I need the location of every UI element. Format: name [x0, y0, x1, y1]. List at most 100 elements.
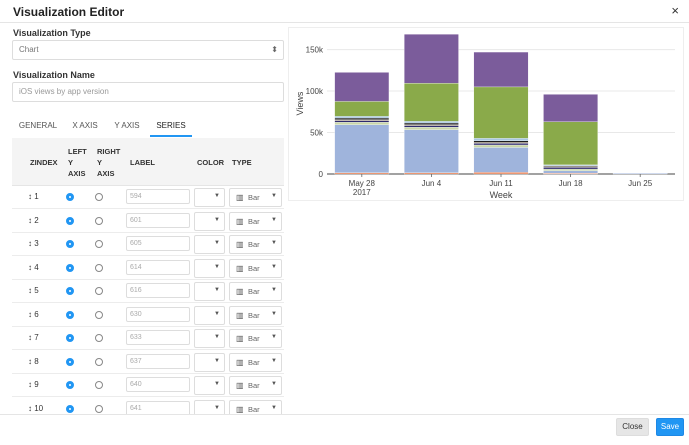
tab-y-axis[interactable]: Y AXIS — [114, 121, 140, 130]
left-axis-radio[interactable] — [66, 334, 74, 342]
color-select[interactable]: ▼ — [194, 258, 225, 278]
color-select[interactable]: ▼ — [194, 352, 225, 372]
color-select[interactable]: ▼ — [194, 329, 225, 348]
right-axis-radio[interactable] — [95, 240, 103, 248]
type-select[interactable]: Chart ⬍ — [12, 40, 284, 60]
zindex-cell[interactable]: ↕ 7 — [28, 333, 39, 342]
bar-chart-icon: ▥ — [236, 381, 244, 390]
series-label-input[interactable]: 605 — [126, 236, 190, 251]
series-label-input[interactable]: 640 — [126, 377, 190, 392]
chevron-down-icon: ▼ — [214, 404, 220, 411]
type-select[interactable]: ▥ Bar ▼ — [229, 188, 282, 207]
series-label-input[interactable]: 637 — [126, 353, 190, 369]
bar-segment — [543, 167, 598, 170]
series-label-input[interactable]: 616 — [126, 283, 190, 298]
type-select[interactable]: ▥ Bar ▼ — [229, 352, 282, 372]
name-input[interactable]: iOS views by app version — [12, 82, 284, 102]
header-label: LABEL — [130, 158, 155, 167]
drag-handle-icon[interactable]: ↕ — [28, 215, 32, 225]
header-color: COLOR — [197, 158, 225, 167]
drag-handle-icon[interactable]: ↕ — [28, 333, 32, 342]
tab-x-axis[interactable]: X AXIS — [72, 121, 98, 130]
close-icon[interactable]: × — [671, 3, 679, 18]
drag-handle-icon[interactable]: ↕ — [28, 262, 32, 272]
left-axis-radio[interactable] — [66, 381, 74, 389]
series-label-input[interactable]: 633 — [126, 330, 190, 345]
left-axis-radio[interactable] — [66, 240, 74, 248]
drag-handle-icon[interactable]: ↕ — [28, 403, 32, 413]
bar-chart-icon: ▥ — [236, 216, 244, 226]
left-axis-radio[interactable] — [66, 357, 74, 366]
bar-segment — [473, 138, 529, 141]
zindex-cell[interactable]: ↕ 6 — [28, 309, 39, 319]
zindex-cell[interactable]: ↕ 2 — [28, 215, 39, 225]
left-axis-radio[interactable] — [66, 287, 74, 295]
right-axis-radio[interactable] — [95, 357, 103, 366]
left-axis-radio[interactable] — [66, 193, 74, 201]
y-tick-label: 150k — [306, 46, 324, 55]
type-select[interactable]: ▥ Bar ▼ — [229, 282, 282, 301]
type-select[interactable]: ▥ Bar ▼ — [229, 329, 282, 348]
save-button[interactable]: Save — [656, 418, 684, 436]
zindex-cell[interactable]: ↕ 5 — [28, 286, 39, 295]
zindex-cell[interactable]: ↕ 3 — [28, 239, 39, 248]
right-axis-radio[interactable] — [95, 263, 103, 272]
color-select[interactable]: ▼ — [194, 399, 225, 414]
color-select[interactable]: ▼ — [194, 235, 225, 254]
chevron-down-icon: ▼ — [214, 310, 220, 317]
color-select[interactable]: ▼ — [194, 211, 225, 231]
tab-series[interactable]: SERIES — [150, 117, 192, 137]
type-select[interactable]: ▥ Bar ▼ — [229, 305, 282, 325]
bar-segment — [334, 120, 390, 123]
series-label-input[interactable]: 594 — [126, 189, 190, 204]
zindex-cell[interactable]: ↕ 1 — [28, 192, 39, 201]
header-type: TYPE — [232, 158, 252, 167]
right-axis-radio[interactable] — [95, 216, 103, 225]
chevron-down-icon: ▼ — [214, 263, 220, 270]
zindex-cell[interactable]: ↕ 10 — [28, 403, 44, 413]
zindex-cell[interactable]: ↕ 9 — [28, 380, 39, 389]
series-label-input[interactable]: 614 — [126, 259, 190, 275]
table-row: ↕ 5 616 ▼ ▥ Bar ▼ — [12, 280, 284, 303]
color-select[interactable]: ▼ — [194, 305, 225, 325]
right-axis-radio[interactable] — [95, 381, 103, 389]
right-axis-radio[interactable] — [95, 310, 103, 319]
drag-handle-icon[interactable]: ↕ — [28, 192, 32, 201]
x-axis-title: Week — [490, 190, 513, 200]
chevron-down-icon: ▼ — [271, 357, 277, 364]
series-label-input[interactable]: 630 — [126, 306, 190, 322]
type-select[interactable]: ▥ Bar ▼ — [229, 235, 282, 254]
type-select[interactable]: ▥ Bar ▼ — [229, 399, 282, 414]
type-select[interactable]: ▥ Bar ▼ — [229, 376, 282, 395]
color-select[interactable]: ▼ — [194, 188, 225, 207]
type-select[interactable]: ▥ Bar ▼ — [229, 258, 282, 278]
left-axis-radio[interactable] — [66, 263, 74, 272]
type-select[interactable]: ▥ Bar ▼ — [229, 211, 282, 231]
right-axis-radio[interactable] — [95, 193, 103, 201]
drag-handle-icon[interactable]: ↕ — [28, 286, 32, 295]
drag-handle-icon[interactable]: ↕ — [28, 309, 32, 319]
header-divider — [0, 22, 689, 23]
bar-segment — [404, 83, 459, 122]
updown-arrows-icon: ⬍ — [271, 45, 278, 54]
bar-segment — [334, 122, 390, 125]
left-axis-radio[interactable] — [66, 310, 74, 319]
zindex-cell[interactable]: ↕ 8 — [28, 356, 39, 366]
right-axis-radio[interactable] — [95, 404, 103, 413]
drag-handle-icon[interactable]: ↕ — [28, 239, 32, 248]
close-button[interactable]: Close — [616, 418, 649, 436]
drag-handle-icon[interactable]: ↕ — [28, 380, 32, 389]
zindex-cell[interactable]: ↕ 4 — [28, 262, 39, 272]
chevron-down-icon: ▼ — [214, 216, 220, 223]
drag-handle-icon[interactable]: ↕ — [28, 356, 32, 366]
color-select[interactable]: ▼ — [194, 282, 225, 301]
left-axis-radio[interactable] — [66, 404, 74, 413]
right-axis-radio[interactable] — [95, 287, 103, 295]
left-axis-radio[interactable] — [66, 216, 74, 225]
right-axis-radio[interactable] — [95, 334, 103, 342]
tab-general[interactable]: GENERAL — [18, 121, 58, 130]
series-label-input[interactable]: 601 — [126, 212, 190, 228]
series-label-input[interactable]: 641 — [126, 400, 190, 414]
color-select[interactable]: ▼ — [194, 376, 225, 395]
